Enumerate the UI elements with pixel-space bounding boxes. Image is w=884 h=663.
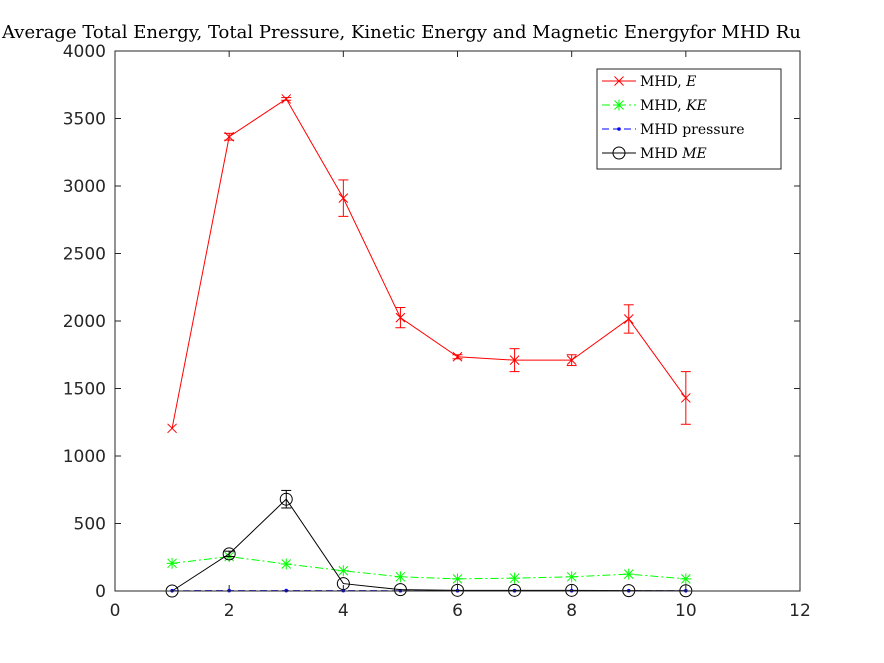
series-line [171, 98, 687, 429]
legend-entry: MHD, E [602, 74, 696, 90]
y-tick-label: 0 [95, 582, 106, 602]
data-point [452, 573, 463, 585]
data-point [222, 547, 236, 561]
x-tick-label: 6 [452, 601, 463, 621]
series-1 [166, 551, 692, 585]
data-point [614, 76, 624, 86]
chart-title: Average Total Energy, Total Pressure, Ki… [1, 22, 801, 43]
data-point [566, 571, 578, 583]
y-tick-label: 500 [74, 515, 106, 535]
x-tick-label: 8 [566, 601, 577, 621]
y-tick-label: 3500 [63, 110, 106, 130]
legend-label-math: ME [681, 146, 707, 162]
y-tick-label: 4000 [63, 42, 106, 62]
data-point [338, 193, 349, 204]
legend-label: MHD pressure [640, 122, 745, 138]
data-point [166, 557, 178, 569]
data-point [680, 393, 691, 403]
data-point [395, 312, 406, 323]
y-tick-label: 3000 [63, 177, 106, 197]
data-point [623, 314, 634, 324]
data-point [224, 131, 235, 142]
data-point [452, 351, 463, 362]
data-point [394, 571, 406, 583]
data-point [508, 583, 522, 597]
data-point [509, 572, 521, 584]
data-point [167, 423, 177, 434]
data-point [565, 583, 579, 597]
series-0 [167, 94, 691, 434]
legend-label-prefix: MHD [640, 146, 682, 162]
legend-label-prefix: MHD, [640, 74, 686, 90]
legend-entry: MHD ME [602, 146, 707, 162]
legend-label-math: KE [685, 98, 707, 114]
y-tick-label: 1500 [63, 380, 106, 400]
legend-label: MHD, E [640, 74, 696, 90]
y-tick-label: 2500 [63, 245, 106, 265]
data-point [337, 565, 349, 577]
y-tick-label: 1000 [63, 447, 106, 467]
data-point [509, 355, 520, 366]
x-tick-label: 0 [110, 601, 121, 621]
data-point [623, 568, 635, 580]
data-point [613, 99, 625, 111]
y-tick-label: 2000 [63, 312, 106, 332]
data-point [279, 492, 293, 506]
data-point [566, 355, 577, 366]
legend-entry: MHD, KE [602, 98, 707, 114]
data-point [280, 558, 292, 570]
tick-layer: 0 2 4 6 8 10 12 0 500 1000 1500 2000 2500 3000 3500 400… [63, 42, 811, 621]
data-point [281, 94, 292, 104]
legend-label-prefix: MHD pressure [640, 122, 745, 138]
error-bar [224, 550, 235, 558]
data-point [680, 573, 692, 585]
legend-box [596, 68, 782, 170]
legend-label: MHD, KE [640, 98, 707, 114]
legend-entry: MHD pressure [602, 122, 745, 138]
data-point [451, 583, 464, 597]
data-point [612, 146, 626, 160]
x-tick-label: 12 [789, 601, 811, 621]
data-point [393, 583, 407, 597]
legend-label: MHD ME [640, 146, 707, 162]
series-line [171, 498, 686, 592]
data-point [617, 127, 621, 131]
x-tick-label: 2 [224, 601, 235, 621]
x-tick-label: 4 [338, 601, 349, 621]
x-tick-label: 10 [675, 601, 697, 621]
series-line [172, 556, 686, 580]
legend-label-prefix: MHD, [640, 98, 686, 114]
legend-label-math: E [685, 74, 696, 90]
